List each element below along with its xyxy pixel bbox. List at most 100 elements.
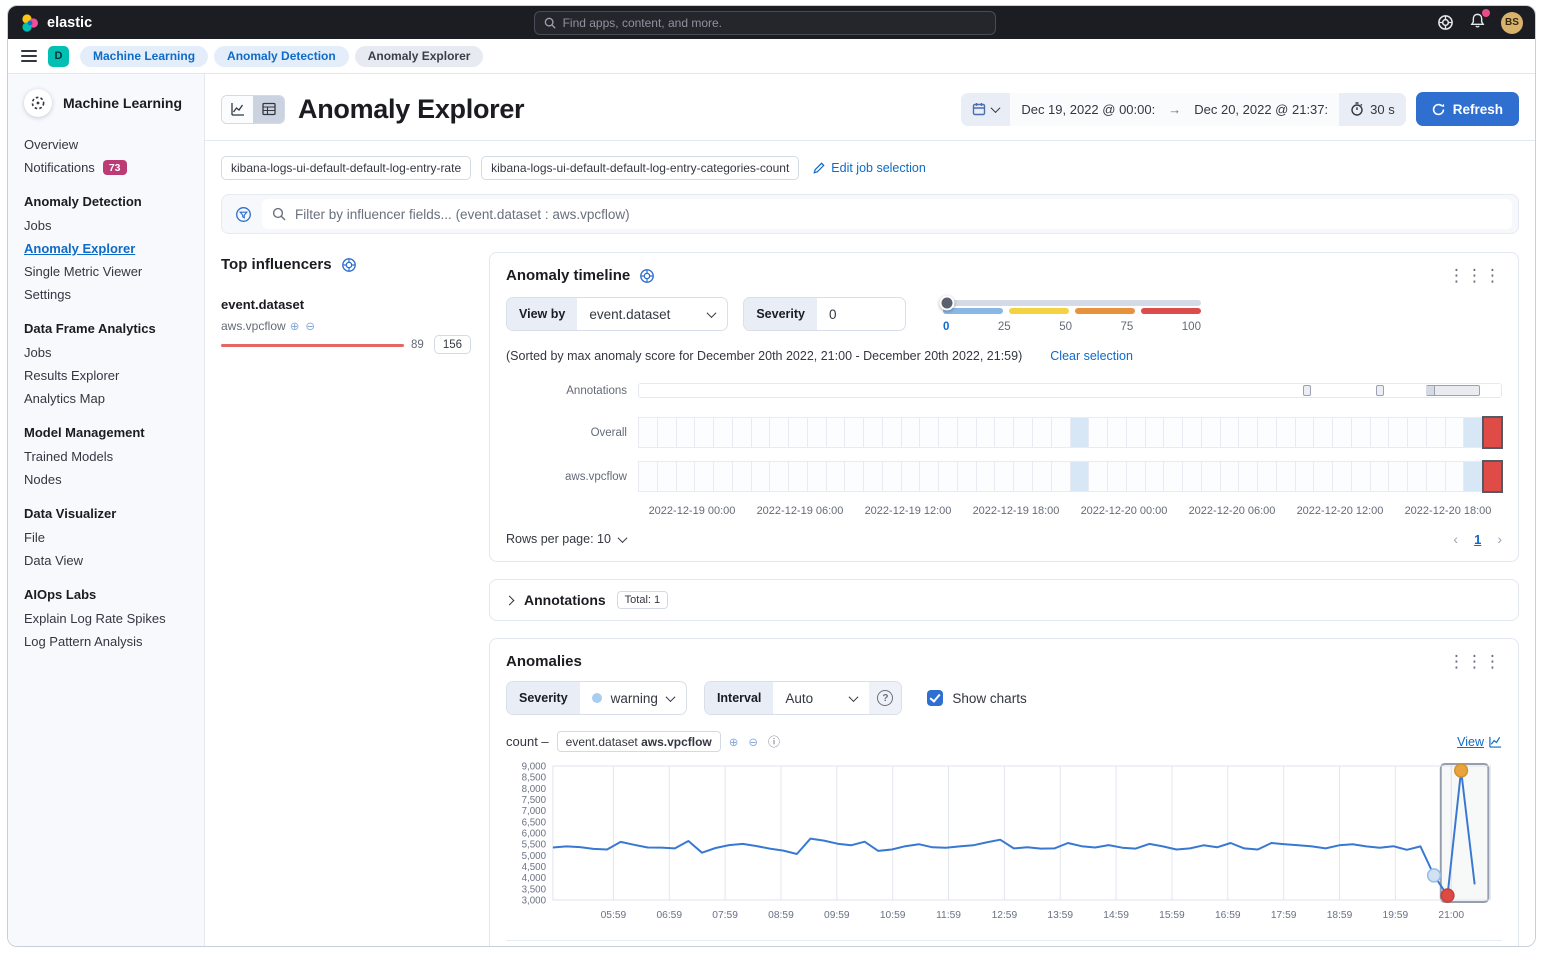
swimlane-cell[interactable] bbox=[1145, 417, 1165, 448]
sidebar-item-anomaly-explorer[interactable]: Anomaly Explorer bbox=[24, 237, 188, 260]
swimlane-cell[interactable] bbox=[826, 417, 846, 448]
charts-view-toggle[interactable] bbox=[222, 95, 253, 123]
deployment-badge[interactable]: D bbox=[48, 45, 69, 67]
table-view-toggle[interactable] bbox=[253, 95, 284, 123]
job-badge[interactable]: kibana-logs-ui-default-default-log-entry… bbox=[481, 156, 800, 180]
swimlane-cell[interactable] bbox=[1239, 417, 1259, 448]
swimlane-cell[interactable] bbox=[1482, 416, 1503, 449]
swimlane-cell[interactable] bbox=[957, 417, 977, 448]
swimlane-cell[interactable] bbox=[1164, 417, 1184, 448]
panel-menu-icon[interactable]: ⋮⋮⋮ bbox=[1448, 651, 1502, 671]
swimlane-cell[interactable] bbox=[1445, 417, 1465, 448]
swimlane-cell[interactable] bbox=[939, 417, 958, 448]
swimlane-cell[interactable] bbox=[714, 417, 733, 448]
sidebar-item-jobs[interactable]: Jobs bbox=[24, 341, 188, 364]
annotations-title[interactable]: Annotations bbox=[524, 592, 606, 608]
swimlane-cell[interactable] bbox=[1070, 417, 1090, 448]
swimlane-cell[interactable] bbox=[882, 461, 902, 492]
swimlane-cell[interactable] bbox=[1426, 417, 1446, 448]
swimlane-cell[interactable] bbox=[1482, 460, 1503, 493]
influencer-filter-input[interactable] bbox=[295, 206, 1502, 222]
sidebar-item-results-explorer[interactable]: Results Explorer bbox=[24, 364, 188, 387]
swimlane-cell[interactable] bbox=[1351, 417, 1371, 448]
severity-slider-track[interactable] bbox=[939, 295, 1201, 311]
interval-select[interactable]: Auto bbox=[773, 682, 869, 714]
swimlane-cell[interactable] bbox=[1070, 461, 1090, 492]
swimlane-cell[interactable] bbox=[976, 461, 996, 492]
date-to[interactable]: Dec 20, 2022 @ 21:37: bbox=[1194, 101, 1329, 117]
swimlane-cell[interactable] bbox=[1089, 461, 1109, 492]
swimlane-cell[interactable] bbox=[770, 417, 790, 448]
swimlane-cell[interactable] bbox=[1408, 417, 1427, 448]
show-charts-checkbox-row[interactable]: Show charts bbox=[927, 690, 1027, 706]
elastic-logo[interactable]: elastic bbox=[20, 13, 92, 33]
swimlane-cell[interactable] bbox=[1276, 417, 1296, 448]
expand-annotations-icon[interactable] bbox=[504, 595, 515, 605]
chart-entity-badge[interactable]: event.dataset aws.vpcflow bbox=[556, 731, 721, 752]
swimlane-cell[interactable] bbox=[1183, 417, 1202, 448]
sidebar-item-trained-models[interactable]: Trained Models bbox=[24, 445, 188, 468]
swimlane-cell[interactable] bbox=[1051, 461, 1071, 492]
swimlane-cell[interactable] bbox=[976, 417, 996, 448]
swimlane-cell[interactable] bbox=[1183, 461, 1202, 492]
swimlane-cell[interactable] bbox=[845, 461, 865, 492]
sidebar-item-notifications[interactable]: Notifications 73 bbox=[24, 156, 188, 179]
swimlane-cell[interactable] bbox=[1108, 417, 1127, 448]
view-chart-link[interactable]: View bbox=[1457, 735, 1502, 749]
filter-out-icon[interactable]: ⊖ bbox=[748, 736, 761, 749]
view-by-select[interactable]: event.dataset bbox=[577, 298, 727, 330]
swimlane-cell[interactable] bbox=[1126, 417, 1146, 448]
swimlane-cell[interactable] bbox=[732, 417, 752, 448]
next-page-icon[interactable]: › bbox=[1497, 531, 1502, 547]
swimlane-cell[interactable] bbox=[1014, 417, 1033, 448]
swimlane-cell[interactable] bbox=[1389, 461, 1409, 492]
swimlane-cell[interactable] bbox=[676, 417, 696, 448]
swimlane-cell[interactable] bbox=[864, 417, 883, 448]
swimlane-cell[interactable] bbox=[995, 461, 1015, 492]
swimlane-cell[interactable] bbox=[826, 461, 846, 492]
severity-input[interactable]: 0 bbox=[828, 306, 837, 322]
swimlane-cell[interactable] bbox=[1126, 461, 1146, 492]
annotations-lane[interactable] bbox=[638, 383, 1502, 398]
annotation-marker[interactable] bbox=[1302, 385, 1312, 396]
swimlane-cell[interactable] bbox=[695, 461, 715, 492]
swimlane-cell[interactable] bbox=[1258, 461, 1277, 492]
swimlane-cell[interactable] bbox=[1201, 461, 1221, 492]
swimlane-cell[interactable] bbox=[1108, 461, 1127, 492]
date-picker-menu[interactable] bbox=[961, 92, 1011, 126]
swimlane-cell[interactable] bbox=[1201, 417, 1221, 448]
swimlane-cell[interactable] bbox=[901, 461, 921, 492]
swimlane-cell[interactable] bbox=[789, 461, 808, 492]
swimlane-cell[interactable] bbox=[1051, 417, 1071, 448]
swimlane-cell[interactable] bbox=[1220, 417, 1240, 448]
swimlane-cell[interactable] bbox=[1314, 461, 1334, 492]
sidebar-item-analytics-map[interactable]: Analytics Map bbox=[24, 387, 188, 410]
checkbox-checked-icon[interactable] bbox=[927, 690, 944, 706]
swimlane-cell[interactable] bbox=[695, 417, 715, 448]
swimlane-cell[interactable] bbox=[1426, 461, 1446, 492]
swimlane-cell[interactable] bbox=[1239, 461, 1259, 492]
help-ring-icon[interactable] bbox=[639, 268, 655, 284]
swimlane-cell[interactable] bbox=[1333, 461, 1352, 492]
severity-slider-handle[interactable] bbox=[939, 295, 955, 311]
swimlane-cell[interactable] bbox=[995, 417, 1015, 448]
swimlane-cell[interactable] bbox=[639, 417, 658, 448]
swimlane-cell[interactable] bbox=[864, 461, 883, 492]
filter-out-icon[interactable]: ⊖ bbox=[305, 321, 317, 333]
swimlane-cell[interactable] bbox=[732, 461, 752, 492]
swimlane-cell[interactable] bbox=[957, 461, 977, 492]
swimlane-cell[interactable] bbox=[807, 417, 827, 448]
filter-in-icon[interactable]: ⊕ bbox=[728, 736, 741, 749]
job-badge[interactable]: kibana-logs-ui-default-default-log-entry… bbox=[221, 156, 472, 180]
page-number[interactable]: 1 bbox=[1474, 531, 1482, 547]
sidebar-item-single-metric-viewer[interactable]: Single Metric Viewer bbox=[24, 260, 188, 283]
date-from[interactable]: Dec 19, 2022 @ 00:00: bbox=[1021, 101, 1156, 117]
global-search-input[interactable] bbox=[562, 15, 986, 30]
breadcrumb-anomaly-detection[interactable]: Anomaly Detection bbox=[214, 45, 349, 67]
rows-per-page-select[interactable]: Rows per page: 10 bbox=[506, 532, 628, 546]
swimlane-cell[interactable] bbox=[1220, 461, 1240, 492]
help-ring-icon[interactable] bbox=[341, 257, 357, 273]
swimlane-cell[interactable] bbox=[1370, 461, 1390, 492]
swimlane-cell[interactable] bbox=[1032, 461, 1052, 492]
sidebar-item-file[interactable]: File bbox=[24, 526, 188, 549]
